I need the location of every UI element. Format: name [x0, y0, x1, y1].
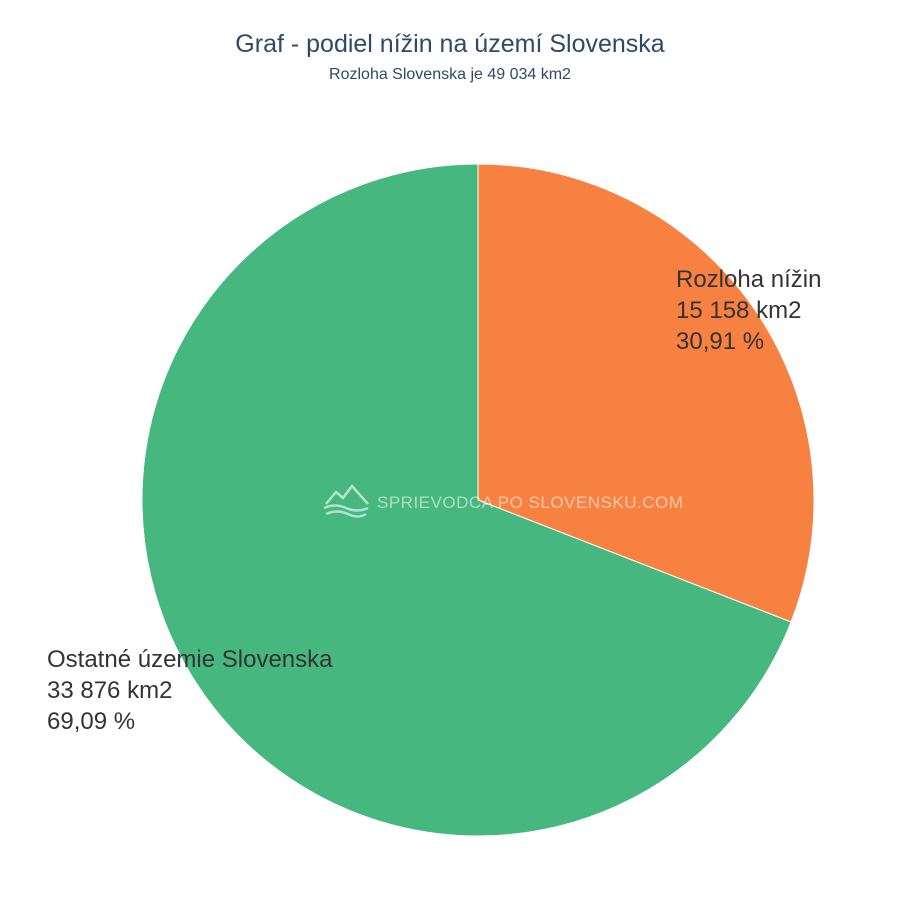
slice-label-name: Ostatné územie Slovenska: [47, 646, 333, 673]
pie-slice-0: [477, 163, 815, 623]
slice-label-percent: 69,09 %: [47, 708, 135, 735]
mountains-logo-icon: [323, 484, 369, 518]
watermark-text: SPRIEVODCA PO SLOVENSKU.COM: [377, 493, 683, 512]
slice-label-name: Rozloha nížin: [676, 266, 821, 293]
slice-label-value: 33 876 km2: [47, 677, 172, 704]
slice-label-percent: 30,91 %: [676, 328, 764, 355]
pie-slices: [141, 163, 815, 837]
chart-subtitle: Rozloha Slovenska je 49 034 km2: [329, 66, 571, 83]
slice-label-1: Ostatné územie Slovenska 33 876 km2 69,0…: [47, 646, 333, 735]
slice-label-0: Rozloha nížin 15 158 km2 30,91 %: [676, 266, 821, 355]
slice-label-value: 15 158 km2: [676, 297, 801, 324]
watermark: SPRIEVODCA PO SLOVENSKU.COM: [323, 484, 683, 518]
pie-slice-1: [141, 163, 792, 837]
chart-title: Graf - podiel nížin na území Slovenska: [235, 30, 665, 58]
